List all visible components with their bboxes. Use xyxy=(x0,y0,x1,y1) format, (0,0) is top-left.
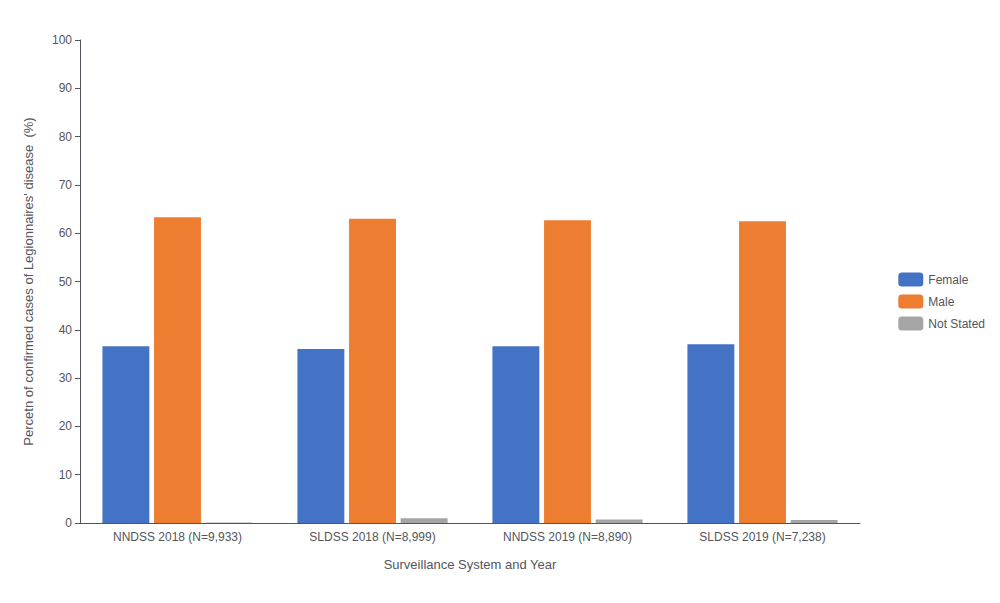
svg-text:30: 30 xyxy=(59,371,73,385)
svg-text:80: 80 xyxy=(59,130,73,144)
svg-text:NNDSS 2018 (N=9,933): NNDSS 2018 (N=9,933) xyxy=(113,530,242,544)
svg-text:50: 50 xyxy=(59,275,73,289)
svg-text:Not Stated: Not Stated xyxy=(928,317,985,331)
svg-text:40: 40 xyxy=(59,323,73,337)
svg-text:SLDSS 2018 (N=8,999): SLDSS 2018 (N=8,999) xyxy=(309,530,435,544)
svg-text:Percetn of confirmed cases of: Percetn of confirmed cases of Legionnair… xyxy=(21,117,36,445)
svg-text:Male: Male xyxy=(928,295,954,309)
svg-text:100: 100 xyxy=(52,33,72,47)
svg-text:Female: Female xyxy=(928,273,968,287)
svg-text:90: 90 xyxy=(59,81,73,95)
svg-text:10: 10 xyxy=(59,468,73,482)
svg-text:Surveillance System and Year: Surveillance System and Year xyxy=(384,557,557,572)
svg-text:SLDSS 2019 (N=7,238): SLDSS 2019 (N=7,238) xyxy=(699,530,825,544)
svg-text:60: 60 xyxy=(59,226,73,240)
svg-text:NNDSS 2019 (N=8,890): NNDSS 2019 (N=8,890) xyxy=(503,530,632,544)
svg-text:20: 20 xyxy=(59,419,73,433)
svg-text:0: 0 xyxy=(65,516,72,530)
svg-text:70: 70 xyxy=(59,178,73,192)
